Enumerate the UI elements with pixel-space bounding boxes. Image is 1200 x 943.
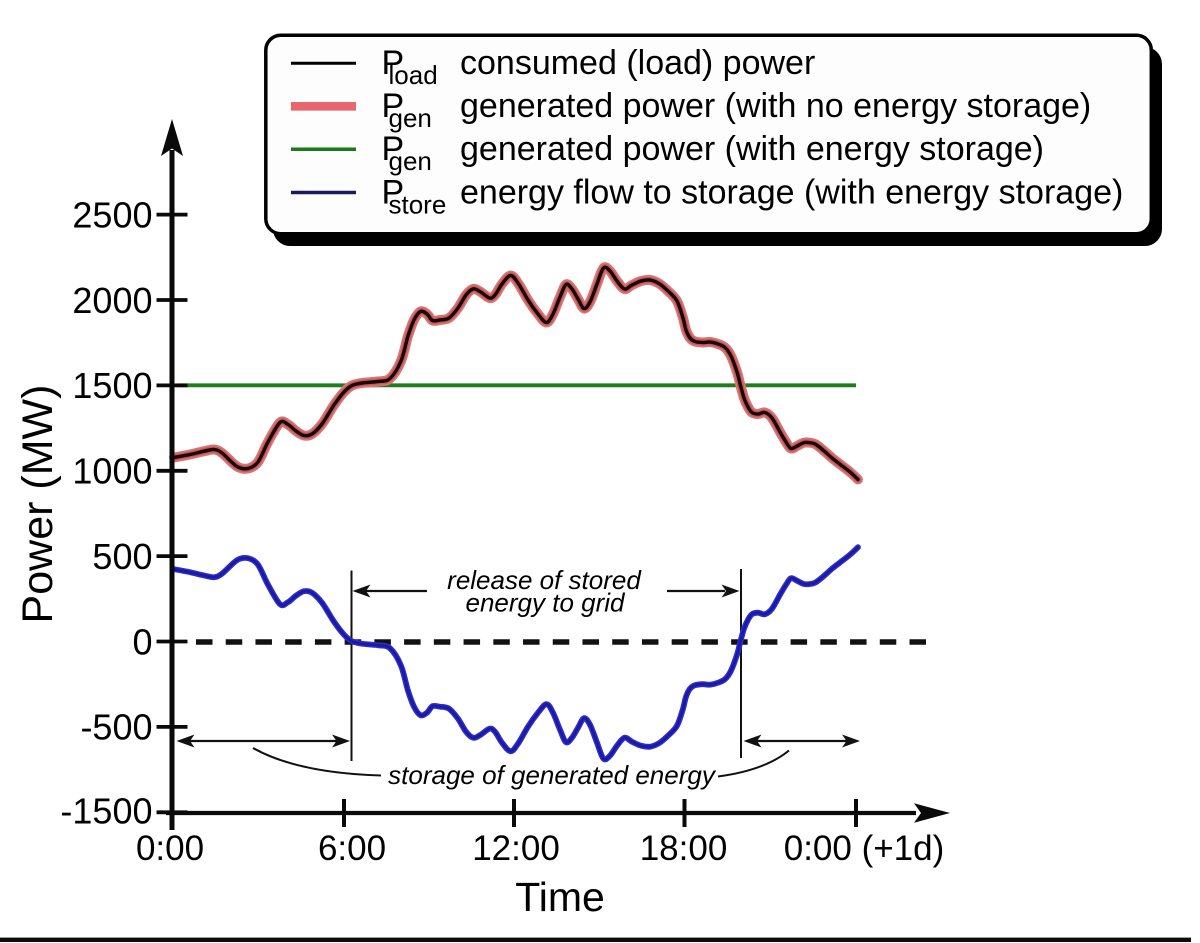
svg-text:-500: -500 (80, 707, 152, 748)
svg-text:store: store (389, 189, 447, 219)
svg-text:P: P (382, 130, 405, 168)
svg-text:Power (MW): Power (MW) (14, 385, 62, 624)
svg-text:energy flow to storage (with e: energy flow to storage (with energy stor… (460, 173, 1123, 211)
svg-text:energy to grid: energy to grid (466, 588, 627, 618)
svg-text:6:00: 6:00 (318, 829, 386, 868)
svg-text:P: P (382, 87, 405, 125)
svg-text:gen: gen (389, 103, 432, 133)
svg-text:2500: 2500 (72, 194, 152, 235)
svg-text:0:00: 0:00 (136, 829, 204, 868)
svg-text:0: 0 (132, 621, 152, 662)
svg-text:consumed (load) power: consumed (load) power (460, 44, 815, 82)
svg-text:P: P (382, 44, 405, 82)
svg-text:12:00: 12:00 (472, 829, 560, 868)
svg-text:500: 500 (92, 536, 152, 577)
svg-text:release of stored: release of stored (447, 565, 642, 595)
svg-text:P: P (382, 173, 405, 211)
svg-text:generated power (with energy s: generated power (with energy storage) (460, 130, 1044, 168)
svg-text:generated power (with no energ: generated power (with no energy storage) (460, 87, 1091, 125)
svg-text:storage of generated energy: storage of generated energy (388, 760, 717, 790)
svg-text:0:00 (+1d): 0:00 (+1d) (784, 829, 945, 868)
svg-text:gen: gen (389, 146, 432, 176)
svg-text:load: load (389, 60, 438, 90)
svg-text:1500: 1500 (72, 365, 152, 406)
svg-text:2000: 2000 (72, 280, 152, 321)
svg-text:18:00: 18:00 (640, 829, 728, 868)
svg-text:-1500: -1500 (60, 791, 152, 832)
svg-text:Time: Time (515, 874, 605, 920)
svg-text:1000: 1000 (72, 451, 152, 492)
